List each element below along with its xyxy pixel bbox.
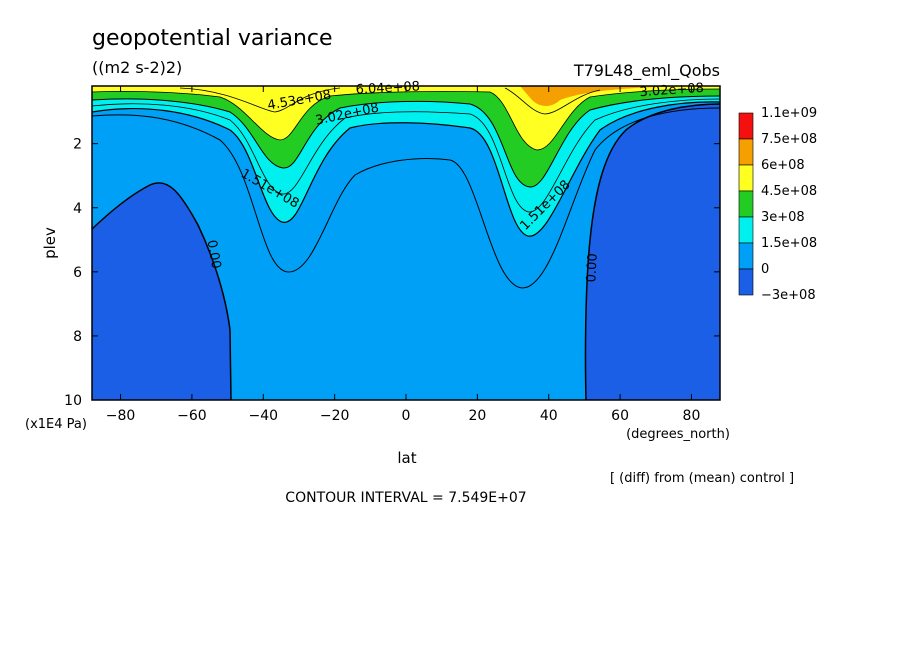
colorbar: 1.1e+09 7.5e+08 6e+08 4.5e+08 3e+08 1.5e+08 0 −… bbox=[738, 106, 817, 303]
colorbar-label: 0 bbox=[761, 262, 769, 277]
region-negative-left bbox=[92, 182, 231, 400]
x-axis-units: (degrees_north) bbox=[626, 427, 730, 442]
region-level-4 bbox=[520, 86, 720, 106]
y-tick-label: 10 bbox=[64, 393, 82, 409]
contour-line-4.53e8 bbox=[92, 88, 720, 151]
colorbar-swatch bbox=[738, 138, 754, 166]
colorbar-swatch bbox=[738, 242, 754, 270]
contour-label-zero-right: 0.00 bbox=[584, 253, 600, 283]
contour-line-zero-left bbox=[92, 182, 232, 400]
colorbar-label: 3e+08 bbox=[761, 210, 805, 225]
x-tick-label: 60 bbox=[611, 408, 629, 424]
contour-line-6.04e8 bbox=[179, 87, 601, 115]
x-tick-label: −60 bbox=[177, 408, 207, 424]
x-tick-label: 0 bbox=[402, 408, 411, 424]
contour-line-3.02e8 bbox=[92, 95, 720, 188]
x-tick-label: 80 bbox=[683, 408, 701, 424]
colorbar-label: 4.5e+08 bbox=[761, 184, 817, 199]
contour-line-zero-right bbox=[584, 103, 720, 400]
chart-title: geopotential variance bbox=[92, 26, 333, 51]
y-tick-label: 2 bbox=[73, 137, 82, 153]
contour-line-7e7 bbox=[92, 107, 720, 289]
contour-line-2.26e8 bbox=[92, 98, 720, 213]
x-tick-label: −20 bbox=[320, 408, 350, 424]
x-tick-label: −80 bbox=[106, 408, 136, 424]
x-axis-title: lat bbox=[397, 449, 416, 467]
region-level-3 bbox=[92, 86, 720, 150]
contour-field bbox=[92, 86, 720, 400]
colorbar-swatch bbox=[738, 190, 754, 218]
region-negative-right bbox=[585, 104, 720, 400]
y-axis-units: (x1E4 Pa) bbox=[25, 417, 87, 432]
y-axis: 2 4 6 8 10 bbox=[64, 137, 720, 409]
difference-note: [ (diff) from (mean) control ] bbox=[610, 471, 794, 486]
colorbar-swatch bbox=[738, 268, 754, 296]
contour-label-zero-left: 0.00 bbox=[204, 239, 224, 270]
y-tick-label: 6 bbox=[73, 265, 82, 281]
contour-label-6.04e8: 6.04e+08 bbox=[355, 79, 420, 97]
x-tick-label: 40 bbox=[540, 408, 558, 424]
x-tick-label: −40 bbox=[248, 408, 278, 424]
x-tick-label: 20 bbox=[468, 408, 486, 424]
colorbar-swatch bbox=[738, 216, 754, 244]
experiment-label: T79L48_eml_Qobs bbox=[573, 61, 720, 81]
colorbar-label: 6e+08 bbox=[761, 158, 805, 173]
y-tick-label: 8 bbox=[73, 329, 82, 345]
colorbar-label: 1.5e+08 bbox=[761, 236, 817, 251]
chart-units: ((m2 s-2)2) bbox=[92, 58, 182, 77]
colorbar-label: 1.1e+09 bbox=[761, 106, 817, 121]
colorbar-label: −3e+08 bbox=[761, 288, 816, 303]
colorbar-swatch bbox=[738, 112, 754, 140]
contour-line-1.51e8 bbox=[92, 101, 720, 237]
y-tick-label: 4 bbox=[73, 201, 82, 217]
y-axis-title: plev bbox=[41, 227, 59, 259]
contour-interval-label: CONTOUR INTERVAL = 7.549E+07 bbox=[285, 490, 526, 506]
x-axis: −80 −60 −40 −20 0 20 40 60 80 bbox=[106, 86, 701, 424]
colorbar-swatch bbox=[738, 164, 754, 192]
colorbar-label: 7.5e+08 bbox=[761, 132, 817, 147]
